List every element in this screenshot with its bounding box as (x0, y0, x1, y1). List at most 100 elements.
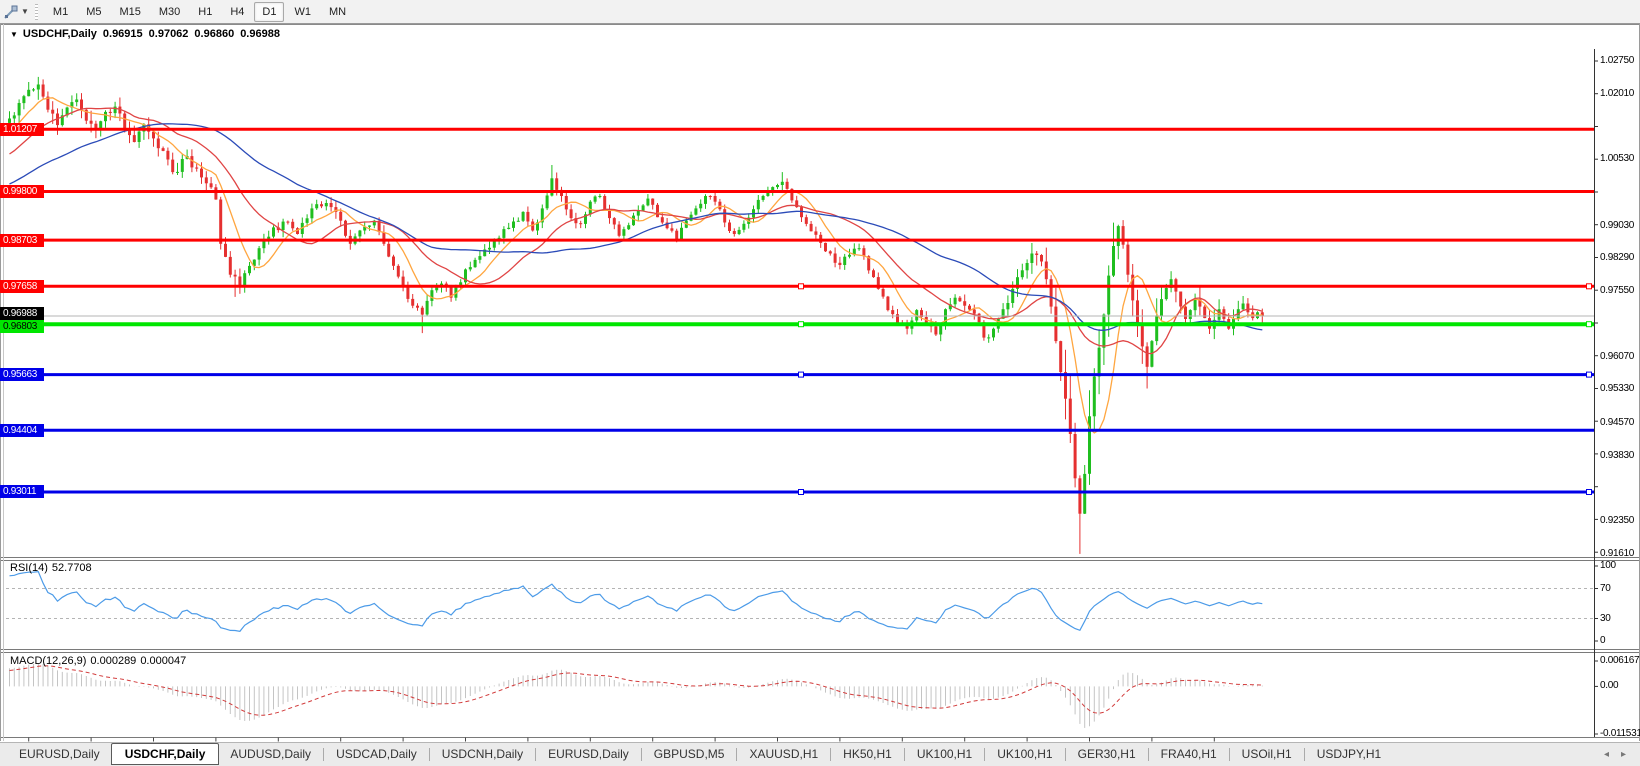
candle (41, 84, 45, 97)
candle (1078, 478, 1082, 514)
candle (1121, 226, 1125, 245)
candle (80, 99, 83, 110)
chart-tab-fra40-h1[interactable]: FRA40,H1 (1160, 747, 1217, 761)
tab-divider (984, 748, 986, 761)
tab-divider (1228, 748, 1230, 761)
candle (488, 247, 491, 250)
candle (449, 287, 453, 298)
candle (416, 305, 419, 308)
candle (1097, 347, 1101, 377)
toolbar-grip[interactable] (34, 3, 38, 20)
candle (84, 109, 88, 121)
chart-tab-uk100-h1[interactable]: UK100,H1 (997, 747, 1053, 761)
candle (833, 253, 837, 263)
candle (60, 115, 64, 126)
chart-window: ▼ USDCHF,Daily 0.96915 0.97062 0.96860 0.9698… (0, 24, 1640, 753)
candle (550, 178, 554, 196)
candle (646, 198, 650, 206)
drawing-tool-icon[interactable] (2, 4, 20, 20)
chart-tab-uk100-h1[interactable]: UK100,H1 (916, 747, 973, 761)
chart-tab-audusd-daily[interactable]: AUDUSD,Daily (230, 747, 312, 761)
timeframe-button-m15[interactable]: M15 (119, 5, 141, 18)
chart-tab-eurusd-daily[interactable]: EURUSD,Daily (548, 747, 629, 761)
chart-canvas[interactable] (0, 24, 1640, 766)
candle (368, 225, 371, 227)
tab-divider (535, 748, 537, 761)
timeframe-button-h1[interactable]: H1 (198, 5, 213, 18)
candle (296, 228, 299, 234)
candle (32, 89, 35, 91)
candle (214, 187, 218, 200)
candle (1040, 255, 1043, 262)
candle (1188, 310, 1192, 319)
timeframe-button-m30[interactable]: M30 (158, 5, 181, 18)
candle (1102, 314, 1106, 348)
candle (1044, 261, 1048, 280)
candle (123, 113, 127, 131)
chart-tab-xauusd-h1[interactable]: XAUUSD,H1 (749, 747, 819, 761)
chart-tab-eurusd-daily[interactable]: EURUSD,Daily (19, 747, 100, 761)
tab-divider (903, 748, 905, 761)
candle (977, 313, 981, 323)
candle (766, 192, 770, 196)
chart-tab-gbpusd-m5[interactable]: GBPUSD,M5 (653, 747, 725, 761)
line-handle (798, 489, 804, 495)
candle (1112, 246, 1115, 276)
tab-scroll-right-icon[interactable]: ▸ (1620, 749, 1626, 760)
candle (1088, 416, 1091, 474)
candle (636, 210, 640, 216)
candle (94, 123, 98, 131)
candle (948, 304, 952, 310)
chart-tab-usdcad-daily[interactable]: USDCAD,Daily (336, 747, 417, 761)
chart-tab-usdcnh-daily[interactable]: USDCNH,Daily (441, 747, 524, 761)
candle (723, 209, 727, 223)
timeframe-button-m1[interactable]: M1 (52, 5, 69, 18)
candle (262, 240, 266, 249)
chart-tab-hk50-h1[interactable]: HK50,H1 (843, 747, 892, 761)
candle (852, 248, 856, 255)
candle (507, 227, 511, 229)
candle (579, 223, 583, 225)
macd-signal-line (9, 665, 1263, 716)
candle (862, 248, 866, 257)
candle (272, 227, 275, 237)
timeframe-button-w1[interactable]: W1 (294, 5, 311, 18)
candle (1193, 299, 1197, 311)
candle (612, 218, 616, 225)
candle (291, 221, 295, 229)
candle (468, 267, 472, 270)
candle (1025, 263, 1029, 271)
candle (464, 269, 467, 283)
candle (708, 196, 712, 197)
candle (756, 199, 760, 210)
candle (108, 111, 112, 113)
candle (1011, 288, 1015, 303)
candle (944, 309, 947, 325)
chart-tab-usoil-h1[interactable]: USOil,H1 (1241, 747, 1292, 761)
candle (603, 196, 607, 210)
candle (27, 89, 31, 97)
candle (1001, 309, 1005, 319)
line-handle (5, 283, 11, 290)
timeframe-button-m5[interactable]: M5 (86, 5, 102, 18)
candle (872, 270, 875, 278)
candle (569, 209, 573, 219)
chart-tab-usdchf-daily[interactable]: USDCHF,Daily (110, 743, 220, 765)
timeframe-button-mn[interactable]: MN (328, 5, 347, 18)
candle (128, 130, 131, 136)
timeframe-button-d1[interactable]: D1 (254, 1, 285, 22)
candle (1184, 306, 1187, 319)
candle (728, 222, 731, 231)
candle (1030, 253, 1034, 263)
chart-tab-ger30-h1[interactable]: GER30,H1 (1077, 747, 1136, 761)
tab-scroll-left-icon[interactable]: ◂ (1603, 749, 1609, 760)
chart-tab-usdjpy-h1[interactable]: USDJPY,H1 (1316, 747, 1382, 761)
candle (358, 230, 362, 237)
candle (785, 181, 789, 189)
dropdown-arrow-icon[interactable]: ▼ (21, 7, 29, 16)
candle (1217, 309, 1221, 320)
candle (713, 196, 717, 202)
timeframe-button-h4[interactable]: H4 (230, 5, 245, 18)
candle (790, 188, 794, 201)
